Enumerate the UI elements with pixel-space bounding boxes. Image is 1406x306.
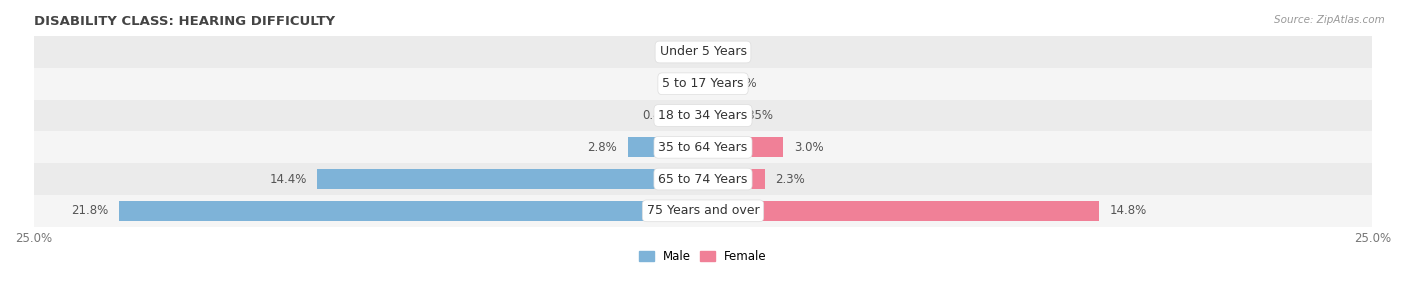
- Text: 2.8%: 2.8%: [588, 141, 617, 154]
- Bar: [34, 36, 1372, 68]
- Text: 0.46%: 0.46%: [643, 109, 681, 122]
- Text: 14.8%: 14.8%: [1109, 204, 1147, 217]
- Text: 21.8%: 21.8%: [72, 204, 108, 217]
- Text: 0.5%: 0.5%: [727, 77, 756, 90]
- Bar: [703, 169, 765, 189]
- Text: 0.85%: 0.85%: [737, 109, 773, 122]
- Bar: [703, 201, 1099, 221]
- Bar: [34, 131, 1372, 163]
- Bar: [34, 100, 1372, 131]
- Bar: [34, 68, 1372, 100]
- Bar: [628, 137, 703, 157]
- Text: 2.3%: 2.3%: [775, 173, 806, 185]
- Text: 18 to 34 Years: 18 to 34 Years: [658, 109, 748, 122]
- Bar: [703, 74, 717, 94]
- Text: 0.0%: 0.0%: [714, 46, 744, 58]
- Text: Under 5 Years: Under 5 Years: [659, 46, 747, 58]
- Bar: [34, 195, 1372, 227]
- Bar: [703, 137, 783, 157]
- Bar: [318, 169, 703, 189]
- Bar: [34, 163, 1372, 195]
- Text: 14.4%: 14.4%: [270, 173, 307, 185]
- Text: 3.0%: 3.0%: [794, 141, 824, 154]
- Bar: [703, 106, 725, 125]
- Bar: [690, 106, 703, 125]
- Text: DISABILITY CLASS: HEARING DIFFICULTY: DISABILITY CLASS: HEARING DIFFICULTY: [34, 15, 335, 28]
- Text: 35 to 64 Years: 35 to 64 Years: [658, 141, 748, 154]
- Text: 5 to 17 Years: 5 to 17 Years: [662, 77, 744, 90]
- Bar: [120, 201, 703, 221]
- Text: 65 to 74 Years: 65 to 74 Years: [658, 173, 748, 185]
- Text: 0.0%: 0.0%: [662, 46, 692, 58]
- Legend: Male, Female: Male, Female: [640, 250, 766, 263]
- Text: Source: ZipAtlas.com: Source: ZipAtlas.com: [1274, 15, 1385, 25]
- Text: 0.0%: 0.0%: [662, 77, 692, 90]
- Text: 75 Years and over: 75 Years and over: [647, 204, 759, 217]
